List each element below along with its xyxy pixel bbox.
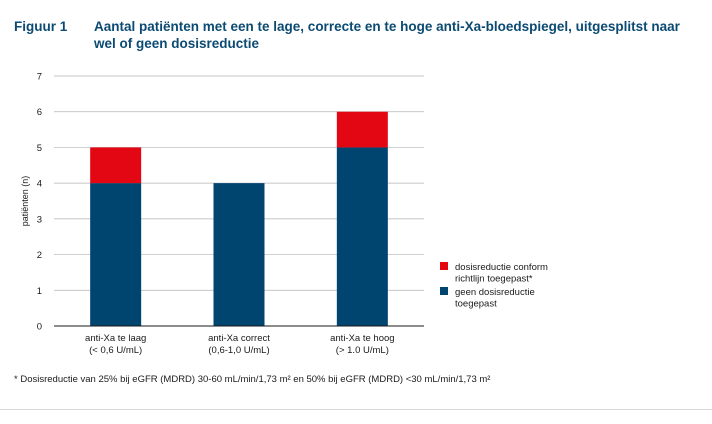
bar-dosisreductie-0 [90,147,142,184]
y-tick-label: 2 [37,250,42,261]
legend-label: dosisreductie conform richtlijn toegepast… [455,262,548,285]
bottom-divider [0,409,712,410]
y-tick-label: 3 [37,214,42,225]
legend-swatch [440,262,448,270]
bar-geen-dosisreductie-0 [90,183,142,326]
footnote: * Dosisreductie van 25% bij eGFR (MDRD) … [14,374,491,385]
y-tick-label: 7 [37,72,42,83]
figure-title: Aantal patiënten met een te lage, correc… [94,19,680,51]
x-tick-label: anti-Xa correct (0,6-1,0 U/mL) [208,333,270,356]
y-tick-label: 0 [37,322,42,333]
legend-swatch [440,287,448,295]
y-tick-label: 1 [37,286,42,297]
x-tick-label: anti-Xa te laag (< 0,6 U/mL) [85,333,146,356]
bar-dosisreductie-2 [336,111,388,148]
legend-label: geen dosisreductie toegepast [455,287,535,310]
y-tick-label: 6 [37,107,42,118]
y-tick-label: 4 [37,179,42,190]
bar-geen-dosisreductie-1 [213,183,265,326]
y-axis-title: patiënten (n) [20,176,30,227]
y-tick-label: 5 [37,143,42,154]
x-tick-label: anti-Xa te hoog (> 1.0 U/mL) [330,333,394,356]
bar-geen-dosisreductie-2 [336,147,388,326]
figure-label: Figuur 1 [14,19,68,34]
